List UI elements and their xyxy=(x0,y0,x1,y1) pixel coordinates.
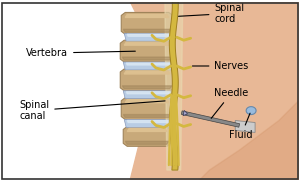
Polygon shape xyxy=(246,107,256,114)
Polygon shape xyxy=(169,2,178,170)
Polygon shape xyxy=(121,12,173,34)
Polygon shape xyxy=(120,69,174,91)
Polygon shape xyxy=(126,92,170,94)
Polygon shape xyxy=(127,34,169,36)
Polygon shape xyxy=(235,121,255,132)
Polygon shape xyxy=(126,63,170,65)
Polygon shape xyxy=(123,29,171,32)
Polygon shape xyxy=(183,110,188,116)
Text: Spinal
canal: Spinal canal xyxy=(19,100,165,121)
Polygon shape xyxy=(120,40,174,62)
Polygon shape xyxy=(123,62,173,70)
Polygon shape xyxy=(122,86,172,89)
Text: Needle: Needle xyxy=(211,88,249,118)
Polygon shape xyxy=(124,71,170,74)
Polygon shape xyxy=(127,129,167,131)
Polygon shape xyxy=(181,111,240,127)
Text: Spinal
cord: Spinal cord xyxy=(178,3,244,24)
Polygon shape xyxy=(124,42,170,45)
Polygon shape xyxy=(124,33,172,41)
Text: Fluid: Fluid xyxy=(229,113,253,140)
Polygon shape xyxy=(122,57,172,60)
Polygon shape xyxy=(124,120,172,127)
Polygon shape xyxy=(123,127,171,146)
Polygon shape xyxy=(125,100,169,103)
Polygon shape xyxy=(127,121,169,123)
Polygon shape xyxy=(200,101,299,180)
Polygon shape xyxy=(121,98,173,120)
Polygon shape xyxy=(125,141,169,144)
Polygon shape xyxy=(123,115,171,118)
Polygon shape xyxy=(165,2,183,170)
Text: Nerves: Nerves xyxy=(192,61,249,71)
Polygon shape xyxy=(125,14,169,17)
Text: Vertebra: Vertebra xyxy=(26,48,135,58)
Polygon shape xyxy=(123,91,173,99)
Polygon shape xyxy=(130,2,299,180)
